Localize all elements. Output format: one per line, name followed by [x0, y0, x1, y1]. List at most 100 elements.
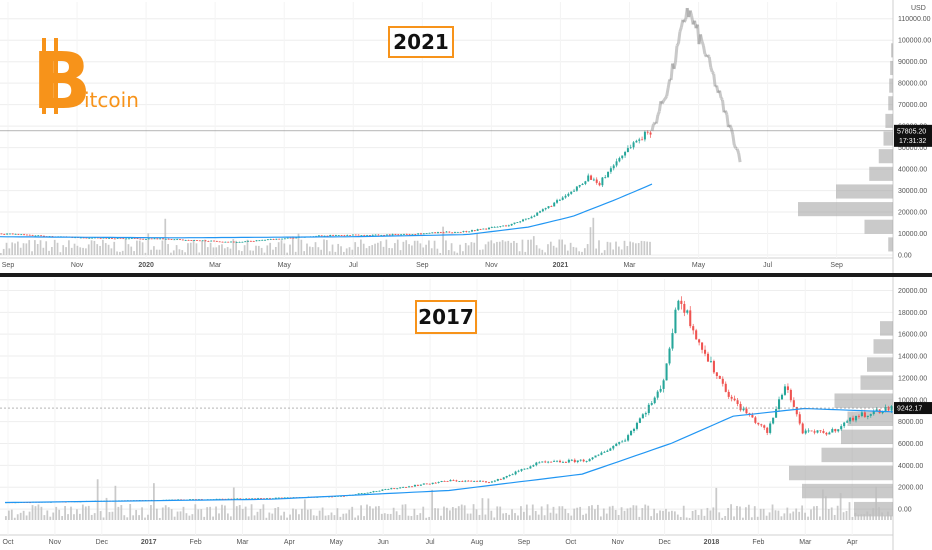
candle-body — [280, 497, 283, 499]
candle-body — [449, 480, 452, 482]
volume-bar — [534, 511, 537, 520]
volume-bar — [518, 251, 521, 255]
y-tick-label: 8000.00 — [898, 419, 923, 426]
candle-body — [607, 171, 610, 178]
volume-bar — [62, 245, 65, 255]
volume-bar — [422, 506, 425, 520]
volume-bar — [439, 252, 442, 255]
volume-bar — [673, 511, 676, 520]
candle-body — [467, 480, 470, 482]
volume-bar — [462, 251, 464, 255]
volume-bar — [552, 506, 555, 520]
candle-body — [468, 231, 471, 233]
volume-bar — [777, 510, 780, 520]
candle-body — [354, 234, 357, 236]
volume-bar — [460, 504, 463, 520]
candle-body — [632, 428, 636, 431]
projection-path — [652, 121, 657, 126]
volume-bar — [804, 512, 806, 520]
volume-profile-bar — [847, 411, 893, 426]
volume-bar — [363, 516, 365, 520]
volume-bar — [13, 517, 16, 520]
candle-body — [484, 481, 488, 483]
volume-bar — [839, 493, 842, 520]
volume-profile-bar — [888, 237, 893, 252]
candle-body — [763, 425, 766, 428]
volume-bar — [31, 505, 34, 520]
volume-bar — [836, 505, 839, 520]
volume-bar — [138, 515, 140, 520]
candle-body — [786, 386, 789, 390]
candle-body — [624, 152, 627, 156]
candle-body — [502, 477, 505, 480]
candle-body — [388, 234, 391, 236]
volume-bar — [84, 506, 87, 520]
volume-bar — [595, 248, 598, 255]
volume-bar — [7, 510, 10, 520]
volume-bar — [192, 240, 195, 255]
volume-bar — [232, 239, 235, 255]
volume-bar — [260, 247, 263, 255]
candle-body — [558, 460, 562, 463]
volume-bar — [402, 241, 405, 255]
volume-bar — [102, 517, 105, 520]
volume-bar — [736, 505, 738, 520]
candle-body — [42, 235, 45, 237]
volume-bar — [771, 504, 774, 520]
volume-bar — [10, 509, 13, 520]
volume-profile-bar — [890, 60, 893, 76]
volume-bar — [311, 247, 314, 255]
candle-body — [854, 415, 858, 421]
volume-bar — [93, 513, 96, 520]
volume-bar — [694, 509, 697, 520]
candle-body — [88, 237, 91, 239]
volume-bar — [221, 504, 223, 520]
volume-bar — [123, 515, 126, 520]
volume-bar — [872, 508, 875, 520]
volume-bar — [345, 248, 348, 255]
projection-path — [735, 148, 741, 154]
volume-bar — [167, 244, 169, 255]
volume-bar — [45, 241, 48, 255]
candle-body — [630, 430, 633, 436]
volume-bar — [43, 515, 46, 520]
volume-bar — [8, 248, 11, 255]
volume-profile-bar — [888, 96, 893, 111]
volume-bar — [383, 513, 386, 520]
volume-bar — [499, 506, 502, 520]
candle-body — [110, 238, 113, 239]
volume-bar — [762, 508, 765, 520]
volume-bar — [866, 511, 869, 520]
volume-bar — [792, 511, 795, 520]
volume-bar — [64, 505, 66, 520]
x-tick-label: Apr — [847, 539, 859, 546]
volume-bar — [342, 513, 345, 520]
candle-body — [378, 490, 381, 492]
volume-bar — [786, 507, 789, 520]
volume-bar — [194, 504, 197, 520]
volume-bar — [155, 508, 158, 520]
candle-body — [451, 232, 454, 234]
volume-bar — [321, 507, 324, 520]
x-tick-label: Oct — [565, 539, 576, 546]
candle-body — [85, 237, 88, 239]
candle-body — [254, 498, 257, 500]
candle-body — [14, 233, 17, 235]
y-tick-label: 4000.00 — [898, 463, 923, 470]
chart-title-box — [388, 26, 454, 58]
candle-body — [544, 208, 547, 210]
volume-bar — [36, 243, 39, 255]
candle-body — [727, 391, 730, 397]
candle-body — [775, 409, 778, 418]
projection-path — [719, 96, 724, 101]
volume-bar — [453, 251, 456, 255]
volume-bar — [546, 504, 549, 520]
volume-profile-bar — [873, 339, 893, 354]
volume-bar — [653, 508, 656, 520]
y-tick-label: 50000.00 — [898, 145, 927, 152]
volume-bar — [671, 510, 673, 520]
candle-body — [239, 498, 242, 500]
volume-bar — [527, 239, 529, 255]
candle-body — [247, 240, 250, 242]
